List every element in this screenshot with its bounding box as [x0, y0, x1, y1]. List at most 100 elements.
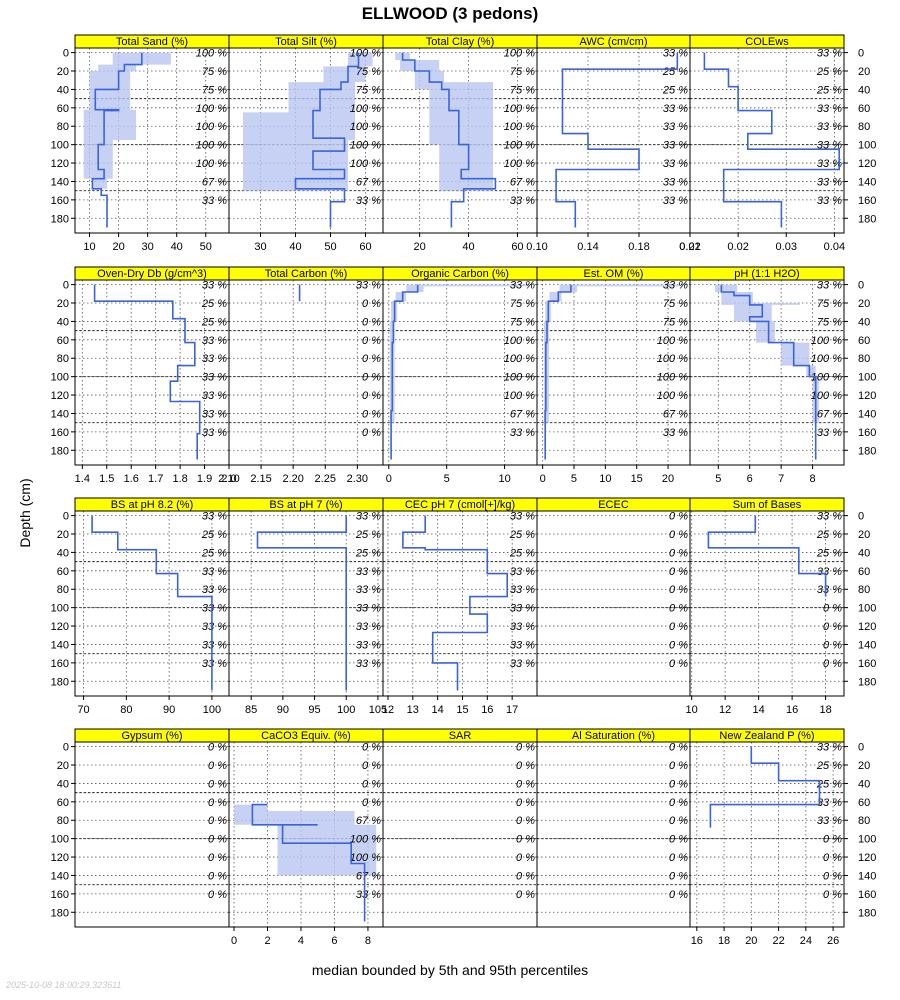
contributing-fraction: 0 %: [669, 529, 688, 541]
contributing-fraction: 33 %: [663, 121, 688, 133]
contributing-fraction: 75 %: [202, 84, 227, 96]
y-tick-label: 140: [858, 639, 876, 651]
contributing-fraction: 25 %: [816, 778, 842, 790]
panel-title: Al Saturation (%): [572, 730, 655, 742]
x-tick-label: 20: [414, 241, 426, 253]
percentile-band: [243, 52, 373, 191]
contributing-fraction: 0 %: [362, 797, 381, 809]
y-tick-label: 100: [858, 603, 876, 615]
y-tick-label: 80: [858, 584, 870, 596]
y-tick-label: 160: [51, 195, 69, 207]
x-tick-label: 40: [462, 241, 474, 253]
contributing-fraction: 0 %: [208, 834, 227, 846]
contributing-fraction: 100 %: [350, 140, 381, 152]
contributing-fraction: 33 %: [817, 427, 842, 439]
contributing-fraction: 0 %: [823, 870, 842, 882]
x-tick-label: 10: [686, 704, 698, 716]
median-line: [720, 284, 817, 460]
contributing-fraction: 100 %: [350, 121, 381, 133]
median-line: [707, 515, 827, 597]
contributing-fraction: 0 %: [823, 658, 842, 670]
panel-title: Oven-Dry Db (g/cm^3): [97, 268, 207, 280]
contributing-fraction: 33 %: [510, 584, 535, 596]
contributing-fraction: 100 %: [350, 834, 381, 846]
y-tick-label: 0: [63, 742, 69, 754]
contributing-fraction: 33 %: [202, 390, 227, 402]
contributing-fraction: 0 %: [823, 852, 842, 864]
y-tick-label: 0: [858, 280, 864, 292]
panel-title: Gypsum (%): [121, 730, 182, 742]
y-tick-label: 0: [63, 280, 69, 292]
y-tick-label: 80: [57, 584, 69, 596]
x-tick-label: 2: [264, 935, 270, 947]
contributing-fraction: 33 %: [202, 566, 227, 578]
y-tick-label: 80: [57, 815, 69, 827]
contributing-fraction: 33 %: [510, 280, 535, 292]
contributing-fraction: 33 %: [663, 280, 688, 292]
x-axis-label: median bounded by 5th and 95th percentil…: [311, 962, 589, 978]
contributing-fraction: 0 %: [208, 852, 227, 864]
contributing-fraction: 33 %: [356, 658, 381, 670]
contributing-fraction: 100 %: [196, 158, 227, 170]
x-tick-label: 6: [331, 935, 337, 947]
x-tick-label: 1.6: [124, 473, 139, 485]
contributing-fraction: 0 %: [516, 834, 535, 846]
y-tick-label: 180: [51, 907, 69, 919]
contributing-fraction: 0 %: [669, 870, 688, 882]
contributing-fraction: 0 %: [669, 658, 688, 670]
panel-frame: [536, 510, 691, 697]
y-tick-label: 0: [858, 511, 864, 523]
contributing-fraction: 0 %: [362, 390, 381, 402]
y-tick-label: 20: [858, 298, 870, 310]
contributing-fraction: 33 %: [202, 603, 227, 615]
median-line: [256, 515, 348, 691]
contributing-fraction: 25 %: [816, 529, 842, 541]
contributing-fraction: 33 %: [817, 121, 842, 133]
contributing-fraction: 25 %: [816, 66, 842, 78]
y-tick-label: 60: [858, 797, 870, 809]
contributing-fraction: 100 %: [504, 140, 535, 152]
contributing-fraction: 33 %: [663, 195, 688, 207]
x-tick-label: 2.0: [221, 473, 236, 485]
x-tick-label: 90: [163, 704, 175, 716]
contributing-fraction: 33 %: [817, 176, 842, 188]
panel-frame: [74, 741, 230, 928]
contributing-fraction: 33 %: [202, 621, 227, 633]
y-tick-label: 120: [51, 390, 69, 402]
contributing-fraction: 25 %: [509, 547, 535, 559]
contributing-fraction: 33 %: [202, 408, 227, 420]
x-tick-label: 50: [324, 241, 336, 253]
y-tick-label: 180: [51, 213, 69, 225]
contributing-fraction: 75 %: [510, 84, 535, 96]
contributing-fraction: 33 %: [202, 280, 227, 292]
x-tick-label: 0.18: [628, 241, 649, 253]
y-tick-label: 180: [858, 213, 876, 225]
y-tick-label: 60: [858, 566, 870, 578]
contributing-fraction: 75 %: [663, 316, 688, 328]
contributing-fraction: 100 %: [657, 372, 688, 384]
y-tick-label: 80: [57, 121, 69, 133]
contributing-fraction: 75 %: [356, 84, 381, 96]
contributing-fraction: 25 %: [816, 84, 842, 96]
contributing-fraction: 25 %: [201, 547, 227, 559]
contributing-fraction: 33 %: [356, 511, 381, 523]
contributing-fraction: 100 %: [504, 353, 535, 365]
contributing-fraction: 33 %: [663, 158, 688, 170]
panel-frame: [228, 279, 384, 466]
percentile-band: [234, 804, 377, 876]
y-tick-label: 120: [858, 390, 876, 402]
contributing-fraction: 0 %: [362, 316, 381, 328]
panel-title: pH (1:1 H2O): [734, 268, 799, 280]
y-tick-label: 120: [858, 621, 876, 633]
contributing-fraction: 25 %: [816, 760, 842, 772]
contributing-fraction: 0 %: [669, 760, 688, 772]
percentile-band: [395, 52, 493, 191]
y-tick-label: 140: [51, 870, 69, 882]
contributing-fraction: 100 %: [350, 158, 381, 170]
contributing-fraction: 33 %: [817, 584, 842, 596]
contributing-fraction: 100 %: [350, 48, 381, 60]
contributing-fraction: 33 %: [356, 195, 381, 207]
x-tick-label: 70: [77, 704, 89, 716]
contributing-fraction: 33 %: [356, 889, 381, 901]
median-line: [544, 284, 572, 460]
